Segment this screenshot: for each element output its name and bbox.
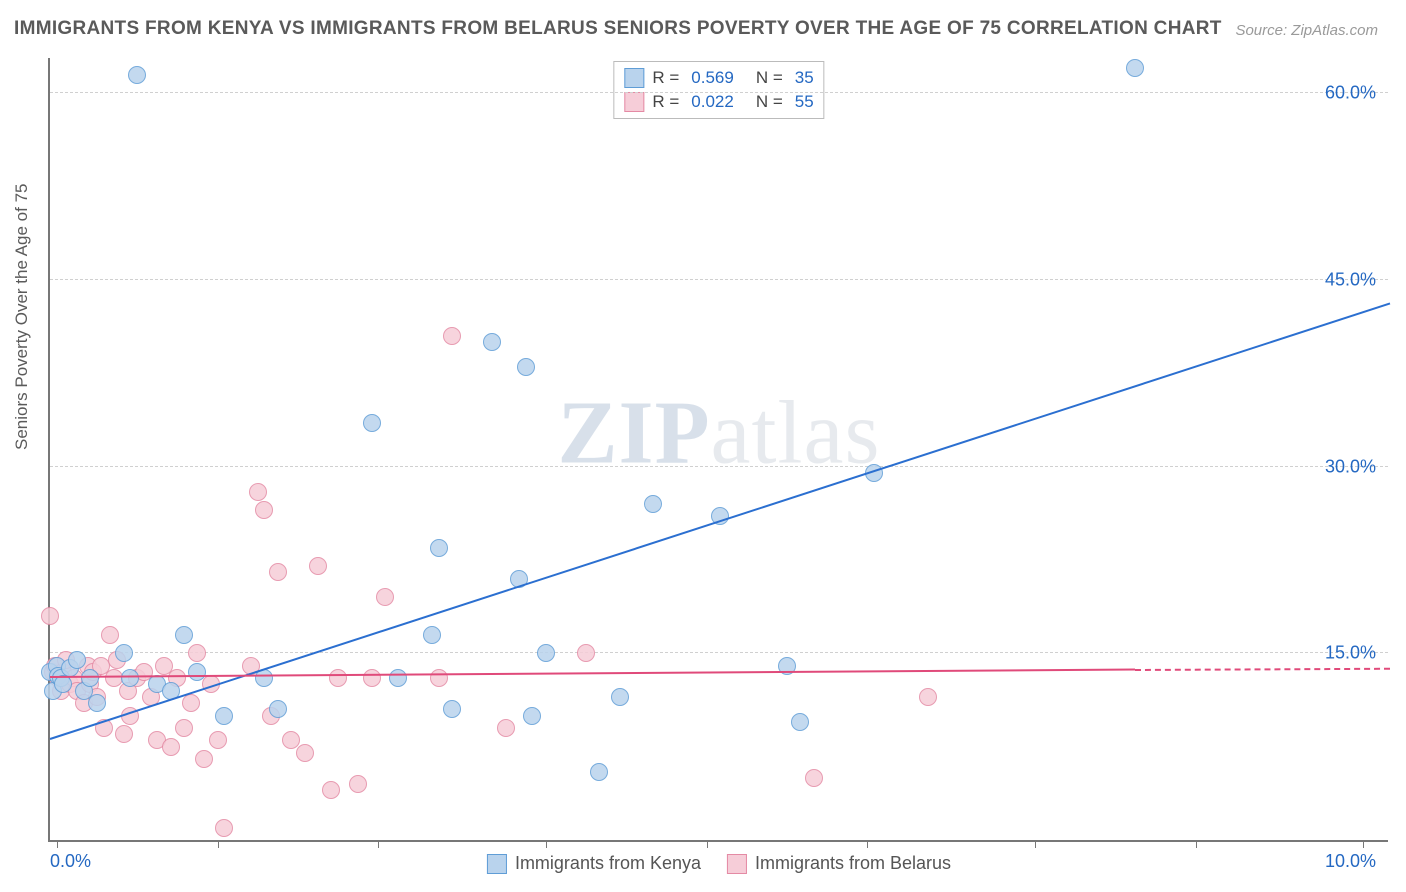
scatter-point bbox=[101, 626, 119, 644]
scatter-point bbox=[523, 707, 541, 725]
series-legend: Immigrants from Kenya Immigrants from Be… bbox=[487, 853, 951, 874]
swatch-belarus-icon bbox=[727, 854, 747, 874]
scatter-point bbox=[182, 694, 200, 712]
scatter-point bbox=[1126, 59, 1144, 77]
x-axis-max-label: 10.0% bbox=[1325, 851, 1376, 872]
scatter-point bbox=[590, 763, 608, 781]
scatter-point bbox=[611, 688, 629, 706]
scatter-point bbox=[255, 501, 273, 519]
watermark: ZIPatlas bbox=[558, 382, 881, 485]
correlation-legend: R = 0.569 N = 35 R = 0.022 N = 55 bbox=[613, 61, 824, 119]
scatter-point bbox=[349, 775, 367, 793]
x-tick bbox=[707, 840, 708, 848]
scatter-point bbox=[41, 607, 59, 625]
swatch-kenya-icon bbox=[487, 854, 507, 874]
chart-container: IMMIGRANTS FROM KENYA VS IMMIGRANTS FROM… bbox=[0, 0, 1406, 892]
y-axis-label: Seniors Poverty Over the Age of 75 bbox=[12, 184, 32, 450]
x-axis-min-label: 0.0% bbox=[50, 851, 91, 872]
scatter-point bbox=[537, 644, 555, 662]
x-tick bbox=[57, 840, 58, 848]
scatter-point bbox=[188, 663, 206, 681]
y-tick-label: 15.0% bbox=[1325, 643, 1376, 664]
scatter-point bbox=[195, 750, 213, 768]
scatter-point bbox=[644, 495, 662, 513]
chart-title: IMMIGRANTS FROM KENYA VS IMMIGRANTS FROM… bbox=[14, 18, 1222, 40]
swatch-belarus bbox=[624, 92, 644, 112]
scatter-point bbox=[249, 483, 267, 501]
legend-row-kenya: R = 0.569 N = 35 bbox=[624, 66, 813, 90]
scatter-point bbox=[919, 688, 937, 706]
scatter-point bbox=[121, 669, 139, 687]
scatter-point bbox=[128, 66, 146, 84]
scatter-point bbox=[215, 707, 233, 725]
n-value-kenya: 35 bbox=[795, 68, 814, 88]
scatter-point bbox=[269, 563, 287, 581]
x-tick bbox=[546, 840, 547, 848]
gridline bbox=[50, 279, 1388, 280]
legend-row-belarus: R = 0.022 N = 55 bbox=[624, 90, 813, 114]
gridline bbox=[50, 92, 1388, 93]
swatch-kenya bbox=[624, 68, 644, 88]
x-tick bbox=[1196, 840, 1197, 848]
scatter-point bbox=[175, 626, 193, 644]
scatter-point bbox=[805, 769, 823, 787]
x-tick bbox=[378, 840, 379, 848]
scatter-point bbox=[309, 557, 327, 575]
scatter-point bbox=[54, 675, 72, 693]
y-tick-label: 30.0% bbox=[1325, 456, 1376, 477]
scatter-point bbox=[389, 669, 407, 687]
regression-extension bbox=[1135, 668, 1390, 671]
scatter-point bbox=[483, 333, 501, 351]
scatter-point bbox=[68, 651, 86, 669]
scatter-point bbox=[517, 358, 535, 376]
source-attribution: Source: ZipAtlas.com bbox=[1235, 22, 1378, 39]
scatter-point bbox=[329, 669, 347, 687]
plot-area: ZIPatlas R = 0.569 N = 35 R = 0.022 N = … bbox=[48, 58, 1388, 842]
x-tick bbox=[218, 840, 219, 848]
x-tick bbox=[867, 840, 868, 848]
scatter-point bbox=[376, 588, 394, 606]
scatter-point bbox=[443, 327, 461, 345]
legend-item-belarus: Immigrants from Belarus bbox=[727, 853, 951, 874]
scatter-point bbox=[269, 700, 287, 718]
scatter-point bbox=[215, 819, 233, 837]
scatter-point bbox=[497, 719, 515, 737]
scatter-point bbox=[363, 669, 381, 687]
scatter-point bbox=[423, 626, 441, 644]
scatter-point bbox=[81, 669, 99, 687]
regression-line bbox=[50, 669, 1135, 678]
n-value-belarus: 55 bbox=[795, 92, 814, 112]
scatter-point bbox=[430, 539, 448, 557]
scatter-point bbox=[443, 700, 461, 718]
gridline bbox=[50, 652, 1388, 653]
scatter-point bbox=[577, 644, 595, 662]
scatter-point bbox=[209, 731, 227, 749]
scatter-point bbox=[430, 669, 448, 687]
scatter-point bbox=[175, 719, 193, 737]
y-tick-label: 60.0% bbox=[1325, 83, 1376, 104]
scatter-point bbox=[88, 694, 106, 712]
legend-item-kenya: Immigrants from Kenya bbox=[487, 853, 701, 874]
scatter-point bbox=[363, 414, 381, 432]
scatter-point bbox=[296, 744, 314, 762]
y-tick-label: 45.0% bbox=[1325, 270, 1376, 291]
x-tick bbox=[1035, 840, 1036, 848]
r-value-belarus: 0.022 bbox=[691, 92, 734, 112]
scatter-point bbox=[115, 644, 133, 662]
scatter-point bbox=[162, 738, 180, 756]
x-tick bbox=[1363, 840, 1364, 848]
scatter-point bbox=[115, 725, 133, 743]
scatter-point bbox=[188, 644, 206, 662]
scatter-point bbox=[322, 781, 340, 799]
scatter-point bbox=[791, 713, 809, 731]
gridline bbox=[50, 466, 1388, 467]
r-value-kenya: 0.569 bbox=[691, 68, 734, 88]
